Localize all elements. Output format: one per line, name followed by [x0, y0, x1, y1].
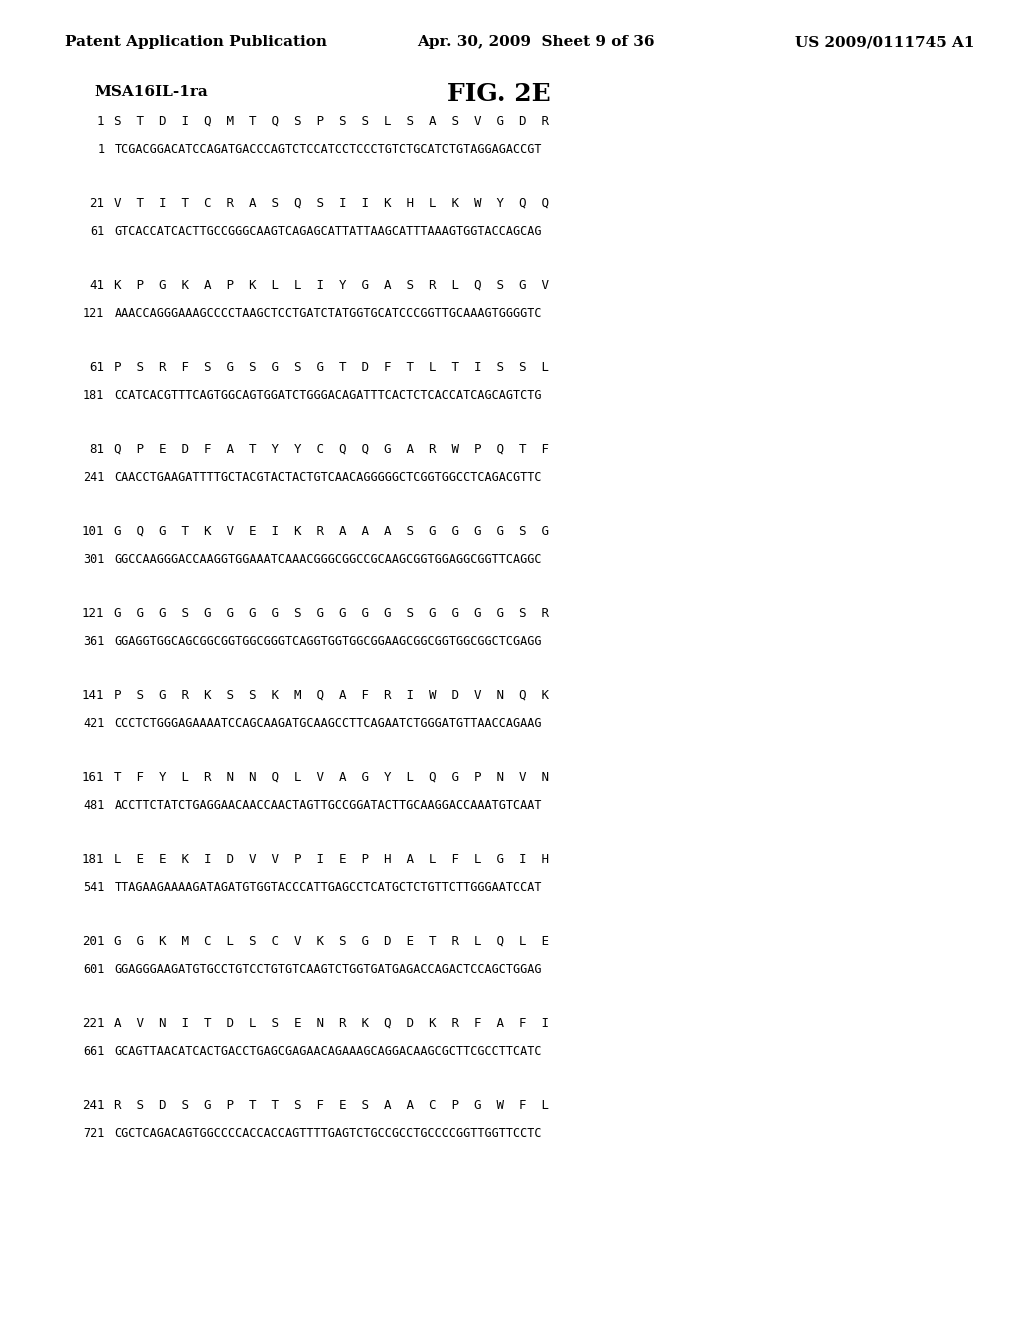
Text: G  Q  G  T  K  V  E  I  K  R  A  A  A  S  G  G  G  G  S  G: G Q G T K V E I K R A A A S G G G G S G	[115, 525, 549, 539]
Text: TTAGAAGAAAAGATAGATGTGGTACCCATTGAGCCTCATGCTCTGTTCTTGGGAATCCAT: TTAGAAGAAAAGATAGATGTGGTACCCATTGAGCCTCATG…	[115, 880, 542, 894]
Text: 101: 101	[82, 525, 104, 539]
Text: 1: 1	[97, 143, 104, 156]
Text: K  P  G  K  A  P  K  L  L  I  Y  G  A  S  R  L  Q  S  G  V: K P G K A P K L L I Y G A S R L Q S G V	[115, 279, 549, 292]
Text: 721: 721	[83, 1127, 104, 1140]
Text: 481: 481	[83, 799, 104, 812]
Text: G  G  G  S  G  G  G  G  S  G  G  G  G  S  G  G  G  G  S  R: G G G S G G G G S G G G G S G G G G S R	[115, 607, 549, 620]
Text: 21: 21	[89, 197, 104, 210]
Text: 1: 1	[97, 115, 104, 128]
Text: 121: 121	[82, 607, 104, 620]
Text: GTCACCATCACTTGCCGGGCAAGTCAGAGCATTATTAAGCATTTAAAGTGGTACCAGCAG: GTCACCATCACTTGCCGGGCAAGTCAGAGCATTATTAAGC…	[115, 224, 542, 238]
Text: 601: 601	[83, 964, 104, 975]
Text: Patent Application Publication: Patent Application Publication	[65, 36, 327, 49]
Text: 141: 141	[82, 689, 104, 702]
Text: L  E  E  K  I  D  V  V  P  I  E  P  H  A  L  F  L  G  I  H: L E E K I D V V P I E P H A L F L G I H	[115, 853, 549, 866]
Text: FIG. 2E: FIG. 2E	[447, 82, 551, 106]
Text: 181: 181	[82, 853, 104, 866]
Text: 541: 541	[83, 880, 104, 894]
Text: 161: 161	[82, 771, 104, 784]
Text: R  S  D  S  G  P  T  T  S  F  E  S  A  A  C  P  G  W  F  L: R S D S G P T T S F E S A A C P G W F L	[115, 1100, 549, 1111]
Text: 181: 181	[83, 389, 104, 403]
Text: 81: 81	[89, 444, 104, 455]
Text: GCAGTTAACATCACTGACCTGAGCGAGAACAGAAAGCAGGACAAGCGCTTCGCCTTCATC: GCAGTTAACATCACTGACCTGAGCGAGAACAGAAAGCAGG…	[115, 1045, 542, 1059]
Text: Q  P  E  D  F  A  T  Y  Y  C  Q  Q  G  A  R  W  P  Q  T  F: Q P E D F A T Y Y C Q Q G A R W P Q T F	[115, 444, 549, 455]
Text: 201: 201	[82, 935, 104, 948]
Text: 121: 121	[83, 308, 104, 319]
Text: CGCTCAGACAGTGGCCCCACCACCAGTTTTGAGTCTGCCGCCTGCCCCGGTTGGTTCCTC: CGCTCAGACAGTGGCCCCACCACCAGTTTTGAGTCTGCCG…	[115, 1127, 542, 1140]
Text: T  F  Y  L  R  N  N  Q  L  V  A  G  Y  L  Q  G  P  N  V  N: T F Y L R N N Q L V A G Y L Q G P N V N	[115, 771, 549, 784]
Text: GGAGGGAAGATGTGCCTGTCCTGTGTCAAGTCTGGTGATGAGACCAGACTCCAGCTGGAG: GGAGGGAAGATGTGCCTGTCCTGTGTCAAGTCTGGTGATG…	[115, 964, 542, 975]
Text: US 2009/0111745 A1: US 2009/0111745 A1	[796, 36, 975, 49]
Text: CCCTCTGGGAGAAAATCCAGCAAGATGCAAGCCTTCAGAATCTGGGATGTTAACCAGAAG: CCCTCTGGGAGAAAATCCAGCAAGATGCAAGCCTTCAGAA…	[115, 717, 542, 730]
Text: V  T  I  T  C  R  A  S  Q  S  I  I  K  H  L  K  W  Y  Q  Q: V T I T C R A S Q S I I K H L K W Y Q Q	[115, 197, 549, 210]
Text: G  G  K  M  C  L  S  C  V  K  S  G  D  E  T  R  L  Q  L  E: G G K M C L S C V K S G D E T R L Q L E	[115, 935, 549, 948]
Text: AAACCAGGGAAAGCCCCTAAGCTCCTGATCTATGGTGCATCCCGGTTGCAAAGTGGGGTC: AAACCAGGGAAAGCCCCTAAGCTCCTGATCTATGGTGCAT…	[115, 308, 542, 319]
Text: MSA16IL-1ra: MSA16IL-1ra	[94, 84, 208, 99]
Text: TCGACGGACATCCAGATGACCCAGTCTCCATCCTCCCTGTCTGCATCTGTAGGAGACCGT: TCGACGGACATCCAGATGACCCAGTCTCCATCCTCCCTGT…	[115, 143, 542, 156]
Text: CCATCACGTTTCAGTGGCAGTGGATCTGGGACAGATTTCACTCTCACCATCAGCAGTCTG: CCATCACGTTTCAGTGGCAGTGGATCTGGGACAGATTTCA…	[115, 389, 542, 403]
Text: CAACCTGAAGATTTTGCTACGTACTACTGTCAACAGGGGGCTCGGTGGCCTCAGACGTTC: CAACCTGAAGATTTTGCTACGTACTACTGTCAACAGGGGG…	[115, 471, 542, 484]
Text: 661: 661	[83, 1045, 104, 1059]
Text: 61: 61	[89, 360, 104, 374]
Text: 241: 241	[83, 471, 104, 484]
Text: A  V  N  I  T  D  L  S  E  N  R  K  Q  D  K  R  F  A  F  I: A V N I T D L S E N R K Q D K R F A F I	[115, 1016, 549, 1030]
Text: Apr. 30, 2009  Sheet 9 of 36: Apr. 30, 2009 Sheet 9 of 36	[418, 36, 655, 49]
Text: P  S  R  F  S  G  S  G  S  G  T  D  F  T  L  T  I  S  S  L: P S R F S G S G S G T D F T L T I S S L	[115, 360, 549, 374]
Text: 221: 221	[82, 1016, 104, 1030]
Text: 421: 421	[83, 717, 104, 730]
Text: ACCTTCTATCTGAGGAACAACCAACTAGTTGCCGGATACTTGCAAGGACCAAATGTCAAT: ACCTTCTATCTGAGGAACAACCAACTAGTTGCCGGATACT…	[115, 799, 542, 812]
Text: GGAGGTGGCAGCGGCGGTGGCGGGTCAGGTGGTGGCGGAAGCGGCGGTGGCGGCTCGAGG: GGAGGTGGCAGCGGCGGTGGCGGGTCAGGTGGTGGCGGAA…	[115, 635, 542, 648]
Text: 241: 241	[82, 1100, 104, 1111]
Text: P  S  G  R  K  S  S  K  M  Q  A  F  R  I  W  D  V  N  Q  K: P S G R K S S K M Q A F R I W D V N Q K	[115, 689, 549, 702]
Text: 301: 301	[83, 553, 104, 566]
Text: 41: 41	[89, 279, 104, 292]
Text: 61: 61	[90, 224, 104, 238]
Text: GGCCAAGGGACCAAGGTGGAAATCAAACGGGCGGCCGCAAGCGGTGGAGGCGGTTCAGGC: GGCCAAGGGACCAAGGTGGAAATCAAACGGGCGGCCGCAA…	[115, 553, 542, 566]
Text: 361: 361	[83, 635, 104, 648]
Text: S  T  D  I  Q  M  T  Q  S  P  S  S  L  S  A  S  V  G  D  R: S T D I Q M T Q S P S S L S A S V G D R	[115, 115, 549, 128]
